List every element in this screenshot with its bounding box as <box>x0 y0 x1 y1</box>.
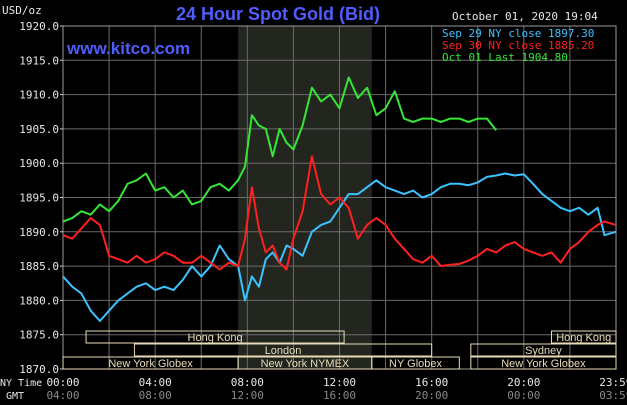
y-tick-label: 1915.0 <box>19 54 59 67</box>
series-line-1 <box>62 155 617 271</box>
x-tick-label-gmt: 20:00 <box>415 389 448 402</box>
x-tick-label-gmt: 08:00 <box>139 389 172 402</box>
ny-time-row-label: NY Time <box>0 378 42 389</box>
y-tick-label: 1885.0 <box>19 260 59 273</box>
y-axis-unit-label: USD/oz <box>2 4 42 17</box>
legend-oct01: Oct 01 Last 1904.80 <box>442 51 568 64</box>
x-tick-label-gmt: 16:00 <box>323 389 356 402</box>
session-box <box>470 356 617 370</box>
session-label: New York Globex <box>501 358 586 370</box>
session-box <box>550 330 617 344</box>
y-tick-label: 1875.0 <box>19 329 59 342</box>
x-tick-label-gmt: 12:00 <box>231 389 264 402</box>
session-label: New York Globex <box>108 358 193 370</box>
x-tick-label-ny: 20:00 <box>507 376 540 389</box>
x-axis-ticks: 00:0004:0004:0008:0008:0012:0012:0016:00… <box>46 376 627 402</box>
y-tick-label: 1880.0 <box>19 294 59 307</box>
y-tick-label: 1905.0 <box>19 123 59 136</box>
x-tick-label-ny: 04:00 <box>139 376 172 389</box>
y-tick-label: 1910.0 <box>19 89 59 102</box>
chart-title: 24 Hour Spot Gold (Bid) <box>176 4 380 24</box>
x-tick-label-ny: 08:00 <box>231 376 264 389</box>
x-tick-label-ny: 00:00 <box>46 376 79 389</box>
price-series <box>62 76 617 322</box>
y-tick-label: 1900.0 <box>19 157 59 170</box>
session-label: Hong Kong <box>188 332 243 344</box>
y-tick-label: 1870.0 <box>19 363 59 376</box>
gmt-row-label: GMT <box>6 391 24 402</box>
session-label: Sydney <box>525 345 562 357</box>
session-box <box>470 343 617 357</box>
y-tick-label: 1895.0 <box>19 192 59 205</box>
timestamp: October 01, 2020 19:04 <box>452 10 598 23</box>
session-label: New York NYMEX <box>261 358 350 370</box>
legend: Sep 29 NY close 1897.30 Sep 30 NY close … <box>442 27 594 64</box>
session-label: Hong Kong <box>556 332 611 344</box>
x-tick-label-gmt: 04:00 <box>46 389 79 402</box>
legend-sep29: Sep 29 NY close 1897.30 <box>442 27 594 40</box>
session-box <box>85 330 345 344</box>
x-tick-label-ny: 16:00 <box>415 376 448 389</box>
session-label: London <box>265 345 302 357</box>
x-tick-label-gmt: 00:00 <box>507 389 540 402</box>
session-box <box>371 356 460 370</box>
website-label: www.kitco.com <box>66 39 190 58</box>
x-tick-label-ny: 23:59 <box>599 376 627 389</box>
y-tick-label: 1890.0 <box>19 226 59 239</box>
x-tick-label-ny: 12:00 <box>323 376 356 389</box>
x-tick-label-gmt: 03:59 <box>599 389 627 402</box>
y-axis-ticks: 1870.0 1875.0 1880.0 1885.0 1890.0 1895.0 1900… <box>19 20 63 376</box>
series-line-2 <box>62 76 497 223</box>
session-box <box>133 343 433 357</box>
session-label: NY Globex <box>389 358 442 370</box>
y-tick-label: 1920.0 <box>19 20 59 33</box>
legend-sep30: Sep 30 NY close 1885.20 <box>442 39 594 52</box>
series-line-0 <box>62 172 617 322</box>
